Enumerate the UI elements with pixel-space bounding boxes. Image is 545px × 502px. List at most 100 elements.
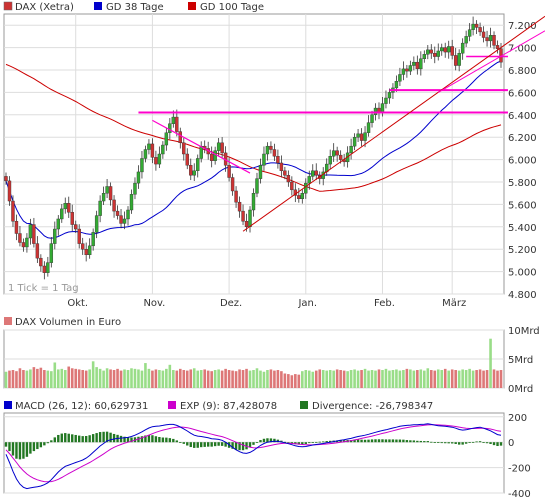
- legend-swatch-macd: [4, 401, 12, 409]
- volume-bar: [227, 370, 231, 388]
- macd-legend: MACD (26, 12): 60,629731 EXP (9): 87,428…: [4, 401, 433, 412]
- volume-bar: [217, 369, 220, 388]
- candle: [307, 176, 311, 184]
- candle: [119, 215, 123, 224]
- legend-label-exp: EXP (9): 87,428078: [180, 401, 277, 412]
- divergence-bar: [213, 442, 217, 447]
- candle: [426, 49, 430, 55]
- volume-bar: [8, 370, 11, 388]
- candle: [164, 132, 169, 146]
- divergence-bar: [15, 442, 18, 459]
- volume-bar: [98, 368, 102, 388]
- exp-line: [5, 424, 502, 483]
- divergence-bar: [50, 440, 53, 443]
- volume-bar: [273, 370, 276, 388]
- divergence-bar: [231, 442, 234, 449]
- candle: [443, 47, 447, 53]
- candle: [290, 181, 294, 191]
- candle: [168, 123, 172, 133]
- divergence-bar: [374, 439, 377, 443]
- volume-bar: [36, 368, 39, 388]
- divergence-bar: [461, 442, 464, 445]
- candle: [67, 203, 71, 213]
- volume-bar: [283, 373, 287, 388]
- volume-bar: [395, 369, 398, 388]
- divergence-bar: [454, 442, 457, 444]
- volume-bar: [335, 369, 339, 388]
- divergence-bar: [154, 436, 158, 443]
- falling-trend-line: [152, 119, 251, 174]
- volume-bar: [238, 369, 241, 388]
- divergence-bar: [252, 442, 255, 445]
- divergence-bar: [140, 436, 144, 443]
- divergence-bar: [339, 440, 342, 443]
- divergence-bar: [32, 442, 36, 452]
- price-x-tick-label: Nov.: [143, 298, 165, 309]
- volume-bar: [81, 370, 84, 388]
- candle: [314, 170, 318, 176]
- divergence-bar: [189, 442, 192, 448]
- divergence-bar: [18, 442, 22, 460]
- price-y-tick-label: 7.200: [508, 21, 537, 32]
- candle: [269, 145, 273, 150]
- divergence-bar: [381, 439, 384, 443]
- volume-bar: [182, 370, 186, 388]
- volume-bar: [297, 374, 301, 388]
- candle: [21, 242, 26, 248]
- volume-y-axis: 0Mrd 5Mrd 10Mrd: [508, 326, 540, 395]
- price-x-axis: Okt. Nov. Dez. Jan. Feb. März: [67, 298, 466, 309]
- legend-label-divergence: Divergence: -26,798347: [312, 401, 433, 412]
- divergence-bar: [102, 431, 105, 443]
- price-marks: [4, 15, 545, 280]
- candle: [56, 218, 60, 230]
- divergence-bar: [391, 439, 395, 443]
- candle: [91, 232, 95, 247]
- divergence-bar: [485, 442, 489, 444]
- divergence-bar: [119, 435, 123, 443]
- tick-note: 1 Tick = 1 Tag: [8, 283, 79, 294]
- divergence-bar: [71, 434, 74, 443]
- candle: [265, 145, 270, 155]
- price-y-tick-label: 7.000: [508, 44, 537, 55]
- candle: [227, 164, 231, 178]
- volume-bar: [105, 368, 109, 388]
- candle: [373, 107, 378, 116]
- volume-bar: [443, 368, 447, 388]
- volume-bar: [189, 369, 193, 388]
- volume-bar: [32, 367, 36, 388]
- candle: [352, 136, 357, 147]
- volume-bar: [112, 370, 116, 388]
- divergence-bar: [398, 439, 402, 443]
- legend-label-volume: DAX Volumen in Euro: [15, 317, 121, 328]
- volume-bar: [63, 370, 67, 388]
- volume-bar: [266, 370, 269, 388]
- divergence-bar: [196, 442, 199, 448]
- candle: [49, 243, 54, 263]
- volume-bar: [147, 368, 151, 388]
- price-grid: [4, 14, 504, 295]
- candle: [398, 74, 402, 82]
- divergence-bar: [151, 435, 154, 443]
- volume-bar: [175, 370, 179, 388]
- volume-bar: [29, 369, 32, 388]
- divergence-bar: [430, 441, 433, 443]
- candle: [147, 143, 151, 150]
- volume-bar: [405, 368, 409, 388]
- divergence-bar: [126, 437, 130, 443]
- candle: [460, 42, 465, 54]
- candle: [283, 170, 287, 176]
- divergence-bar: [297, 442, 301, 445]
- candle: [415, 61, 420, 70]
- volume-bar: [440, 370, 444, 388]
- volume-bar: [50, 371, 53, 388]
- volume-bar: [485, 370, 489, 388]
- volume-bar: [22, 370, 25, 388]
- divergence-bar: [311, 442, 314, 444]
- divergence-bar: [440, 442, 443, 444]
- volume-bar: [126, 370, 130, 388]
- candle: [286, 175, 291, 183]
- divergence-bar: [318, 441, 321, 443]
- candle: [279, 162, 284, 172]
- candle: [53, 228, 57, 244]
- candle: [213, 150, 217, 161]
